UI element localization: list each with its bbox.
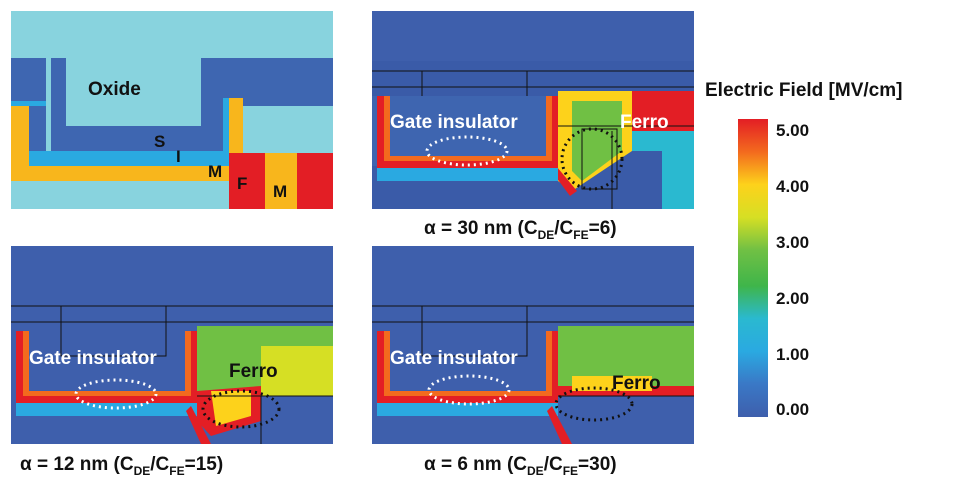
ferro-label: Ferro: [612, 373, 661, 394]
tick-3: 3.00: [776, 233, 810, 252]
caption-alpha-6: α = 6 nm (CDE/CFE=30): [424, 454, 617, 478]
caption-alpha-12: α = 12 nm (CDE/CFE=15): [20, 454, 224, 478]
gate-insulator-ellipse: [74, 378, 158, 410]
panel-alpha-30: Gate insulator Ferro: [372, 11, 694, 209]
tick-4: 4.00: [776, 177, 810, 196]
gate-insulator-label: Gate insulator: [390, 112, 518, 133]
colorbar: [738, 119, 768, 417]
legend-title: Electric Field [MV/cm]: [705, 80, 903, 101]
label-m1: M: [208, 162, 222, 181]
device-schematic: Oxide S I M F M: [11, 11, 333, 209]
tick-2: 2.00: [776, 289, 810, 308]
ferro-ellipse: [201, 389, 281, 429]
ferro-ellipse: [560, 127, 624, 191]
panel-alpha-6: Gate insulator Ferro: [372, 246, 694, 444]
tick-5: 5.00: [776, 121, 810, 140]
tick-0: 0.00: [776, 400, 810, 419]
label-s: S: [154, 132, 165, 151]
caption-alpha-30: α = 30 nm (CDE/CFE=6): [424, 218, 617, 242]
label-m2: M: [273, 182, 287, 201]
label-oxide: Oxide: [88, 79, 141, 100]
metal-layer: [11, 98, 243, 181]
gate-insulator-ellipse: [425, 135, 509, 167]
label-i: I: [176, 147, 181, 166]
panel-alpha-12: Gate insulator Ferro: [11, 246, 333, 444]
silicon-layer: [11, 58, 333, 161]
ferro-block: [229, 153, 265, 209]
gate-insulator-label: Gate insulator: [390, 348, 518, 369]
ferro-ellipse: [554, 386, 634, 422]
label-f: F: [237, 174, 247, 193]
tick-1: 1.00: [776, 345, 810, 364]
gate-insulator-ellipse: [427, 374, 511, 406]
ferro-label: Ferro: [229, 361, 278, 382]
ferro-block-right: [297, 153, 333, 209]
metal-block: [265, 153, 297, 209]
ferro-label: Ferro: [620, 112, 669, 133]
gate-insulator-label: Gate insulator: [29, 348, 157, 369]
